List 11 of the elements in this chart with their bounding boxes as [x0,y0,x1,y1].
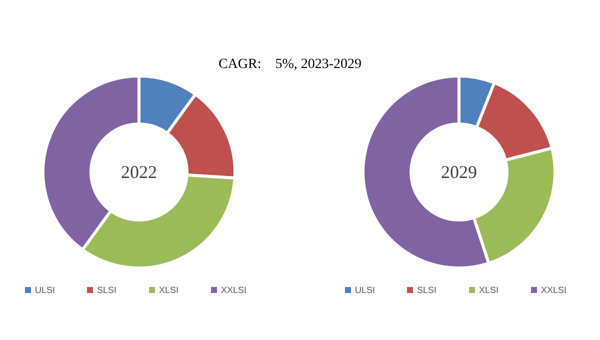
text: 2022 [121,162,157,182]
text: 2029 [441,162,477,182]
legend-label: ULSI [35,285,56,295]
legend-label: XXLSI [541,285,567,295]
legend-label: SLSI [417,285,437,295]
legend-label: XXLSI [221,285,247,295]
legend-label: XLSI [159,285,179,295]
legend-label: SLSI [97,285,117,295]
legend-label: ULSI [355,285,376,295]
legend-label: XLSI [479,285,499,295]
text: CAGR: 5%, 2023-2029 [218,57,362,72]
